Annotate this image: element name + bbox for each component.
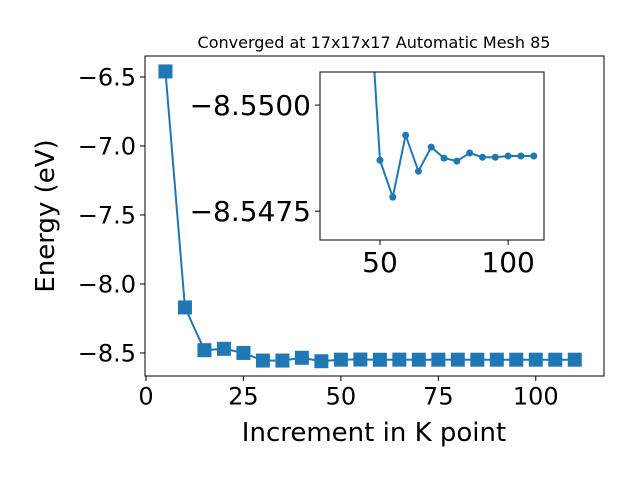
data-point <box>158 64 173 79</box>
x-axis-label: Increment in K point <box>242 418 506 448</box>
data-point <box>372 352 387 367</box>
data-point <box>489 352 504 367</box>
y-tick-label: −8.0 <box>78 271 136 299</box>
data-point <box>314 354 329 369</box>
data-point <box>450 352 465 367</box>
data-point <box>236 345 251 360</box>
data-point <box>376 156 384 164</box>
axes-frame <box>144 55 605 377</box>
data-point <box>294 350 309 365</box>
plot-area <box>373 72 538 201</box>
data-point <box>528 352 543 367</box>
y-tick-label: −7.5 <box>78 202 136 230</box>
y-tick-label: −7.0 <box>78 133 136 161</box>
data-point <box>392 352 407 367</box>
data-point <box>255 353 270 368</box>
data-point <box>491 153 499 161</box>
plot-area <box>158 64 582 369</box>
data-point <box>427 143 435 151</box>
data-point <box>530 152 538 160</box>
y-tick-label: −8.5 <box>78 340 136 368</box>
x-tick-label: 0 <box>138 382 153 410</box>
data-point <box>548 352 563 367</box>
x-tick-label: 100 <box>513 382 559 410</box>
data-point <box>431 352 446 367</box>
axes-frame <box>319 71 545 241</box>
data-point <box>275 353 290 368</box>
data-point <box>402 131 410 139</box>
data-line <box>164 71 575 363</box>
y-axis-label: Energy (eV) <box>31 139 61 292</box>
x-tick-label: 25 <box>228 382 259 410</box>
data-point <box>216 341 231 356</box>
data-point <box>517 152 525 160</box>
data-point <box>411 352 426 367</box>
data-point <box>466 149 474 157</box>
y-tick-label: −6.5 <box>78 64 136 92</box>
x-tick-label: 100 <box>481 246 534 279</box>
data-point <box>389 193 397 201</box>
data-point <box>478 153 486 161</box>
data-point <box>197 343 212 358</box>
y-tick-label: −8.5500 <box>190 89 311 122</box>
chart-title: Converged at 17x17x17 Automatic Mesh 85 <box>198 33 551 52</box>
y-tick-label: −8.5475 <box>190 195 311 228</box>
data-point <box>509 352 524 367</box>
x-tick-label: 50 <box>362 246 398 279</box>
data-point <box>177 300 192 315</box>
data-point <box>440 154 448 162</box>
x-tick-label: 75 <box>423 382 454 410</box>
data-point <box>504 152 512 160</box>
x-tick-label: 50 <box>326 382 357 410</box>
data-point <box>453 157 461 165</box>
data-point <box>353 352 368 367</box>
data-point <box>470 352 485 367</box>
data-point <box>414 167 422 175</box>
data-point <box>567 352 582 367</box>
data-point <box>333 352 348 367</box>
